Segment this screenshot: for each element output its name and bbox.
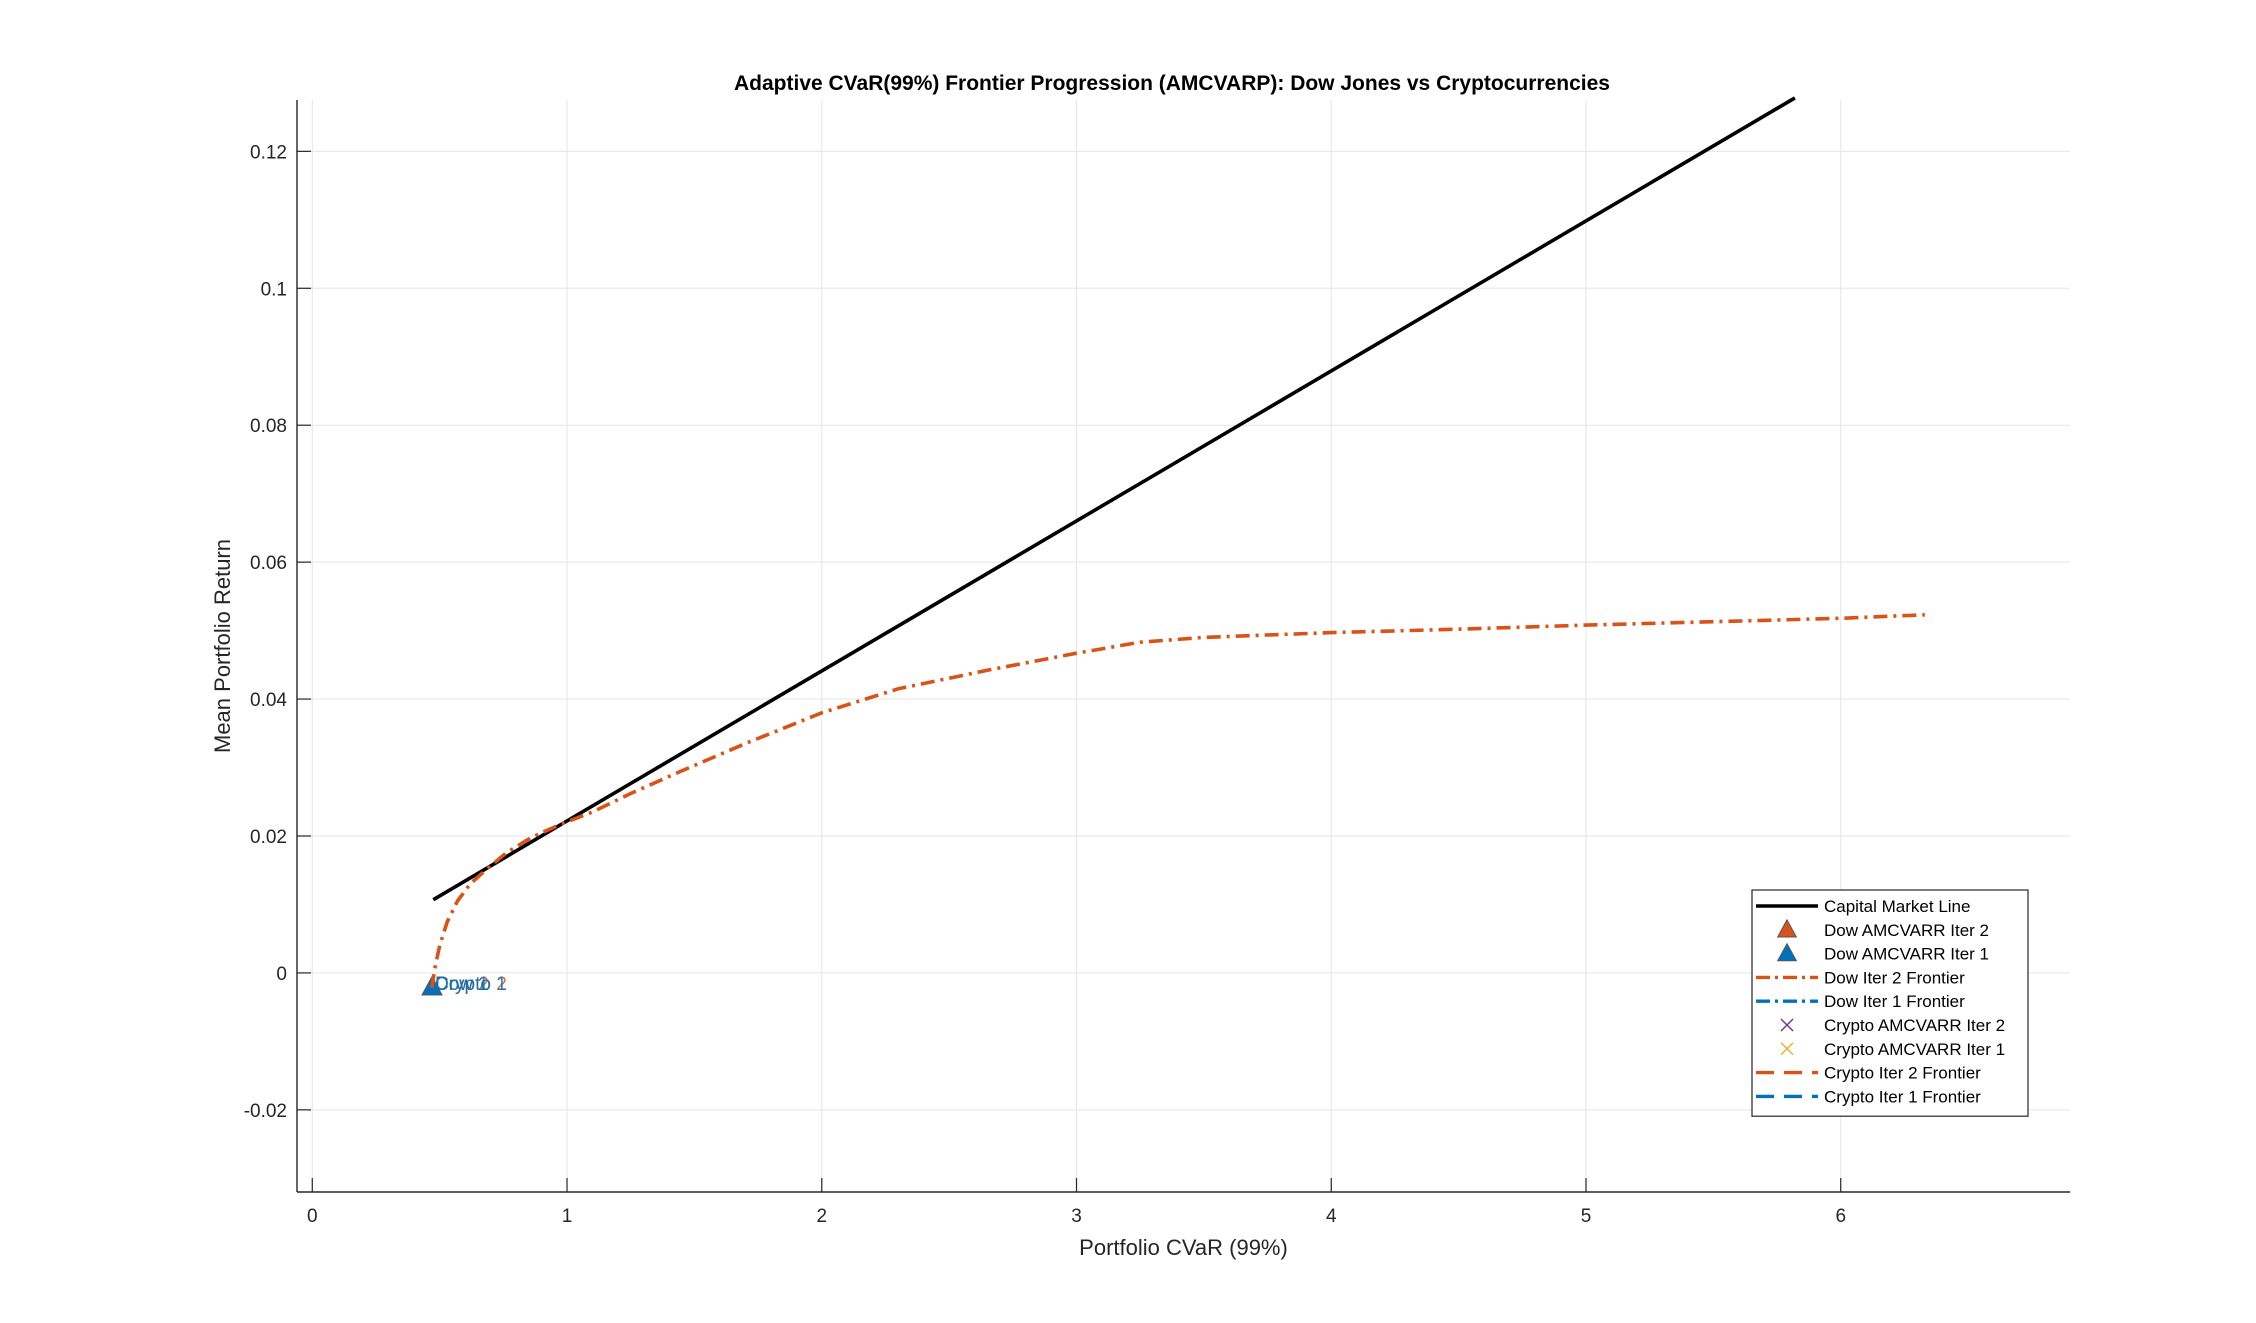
legend-swatch-stroke [1780,1018,1794,1032]
y-tick-label: 0.1 [261,279,287,300]
capital-market-line-line [432,96,1796,902]
legend-item-capital-market-line: Capital Market Line [1756,897,1970,916]
legend-item-crypto-iter-1-frontier: Crypto Iter 1 Frontier [1756,1087,1981,1106]
legend-item-dow-amcvarr-iter-2: Dow AMCVARR Iter 2 [1776,918,1989,940]
capital-market-line-series [432,96,1796,902]
x-tick-label: 2 [816,1206,827,1227]
dow-iter-2-frontier-line [430,613,1925,989]
legend-swatch-dow-amcvarr-iter-1 [1776,942,1798,962]
legend-item-dow-iter-2-frontier: Dow Iter 2 Frontier [1756,968,1965,987]
x-tick-label: 4 [1326,1206,1337,1227]
legend-label: Dow AMCVARR Iter 1 [1824,945,1989,964]
annotation-label: Crypto 2 [435,974,507,995]
x-tick-label: 6 [1835,1206,1846,1227]
x-tick-label: 5 [1581,1206,1592,1227]
legend-label: Dow AMCVARR Iter 2 [1824,921,1989,940]
y-tick-label: 0.12 [250,142,287,163]
x-tick-label: 3 [1071,1206,1082,1227]
y-tick-label: 0.06 [250,553,287,574]
axes: 0 1 2 3 4 5 6 -0.02 0 0.02 0.04 0.06 0.08 0.1 0.12 [244,100,2070,1227]
legend-swatch-crypto-amcvarr-iter-2 [1780,1018,1794,1032]
x-tick-label: 1 [562,1206,573,1227]
y-tick-label: 0.08 [250,416,287,437]
legend-label: Capital Market Line [1824,897,1970,916]
legend-label: Crypto Iter 2 Frontier [1824,1064,1981,1083]
annotation-label: Dow 2 [435,974,489,995]
y-tick-label: -0.02 [244,1101,287,1122]
legend-swatch-stroke [1780,1042,1794,1056]
legend-label: Dow Iter 2 Frontier [1824,968,1965,987]
legend-label: Crypto AMCVARR Iter 2 [1824,1016,2005,1035]
x-axis-title: Portfolio CVaR (99%) [1079,1235,1288,1260]
annotation-label: Dow 1 [435,974,489,995]
y-tick-label: 0 [276,964,287,985]
chart-title: Adaptive CVaR(99%) Frontier Progression … [734,72,1610,95]
legend-item-dow-iter-1-frontier: Dow Iter 1 Frontier [1756,992,1965,1011]
legend-item-crypto-amcvarr-iter-2: Crypto AMCVARR Iter 2 [1780,1016,2005,1035]
legend-item-crypto-iter-2-frontier: Crypto Iter 2 Frontier [1756,1064,1981,1083]
y-tick-label: 0.02 [250,827,287,848]
legend: Capital Market Line Dow AMCVARR Iter 2 Dow… [1751,889,2029,1117]
legend-label: Crypto AMCVARR Iter 1 [1824,1040,2005,1059]
annotation-label: Crypto 1 [435,974,507,995]
legend-swatch-crypto-amcvarr-iter-1 [1780,1042,1794,1056]
legend-swatch-dow-amcvarr-iter-2 [1776,918,1798,938]
y-tick-label: 0.04 [250,690,287,711]
series [421,96,1925,996]
legend-item-dow-amcvarr-iter-1: Dow AMCVARR Iter 1 [1776,942,1989,964]
legend-label: Crypto Iter 1 Frontier [1824,1087,1981,1106]
dow-iter-2-frontier-series [430,613,1925,989]
y-axis-title: Mean Portfolio Return [210,539,235,753]
legend-label: Dow Iter 1 Frontier [1824,992,1965,1011]
legend-item-crypto-amcvarr-iter-1: Crypto AMCVARR Iter 1 [1780,1040,2005,1059]
x-tick-label: 0 [307,1206,318,1227]
legend-box [1751,889,2029,1117]
